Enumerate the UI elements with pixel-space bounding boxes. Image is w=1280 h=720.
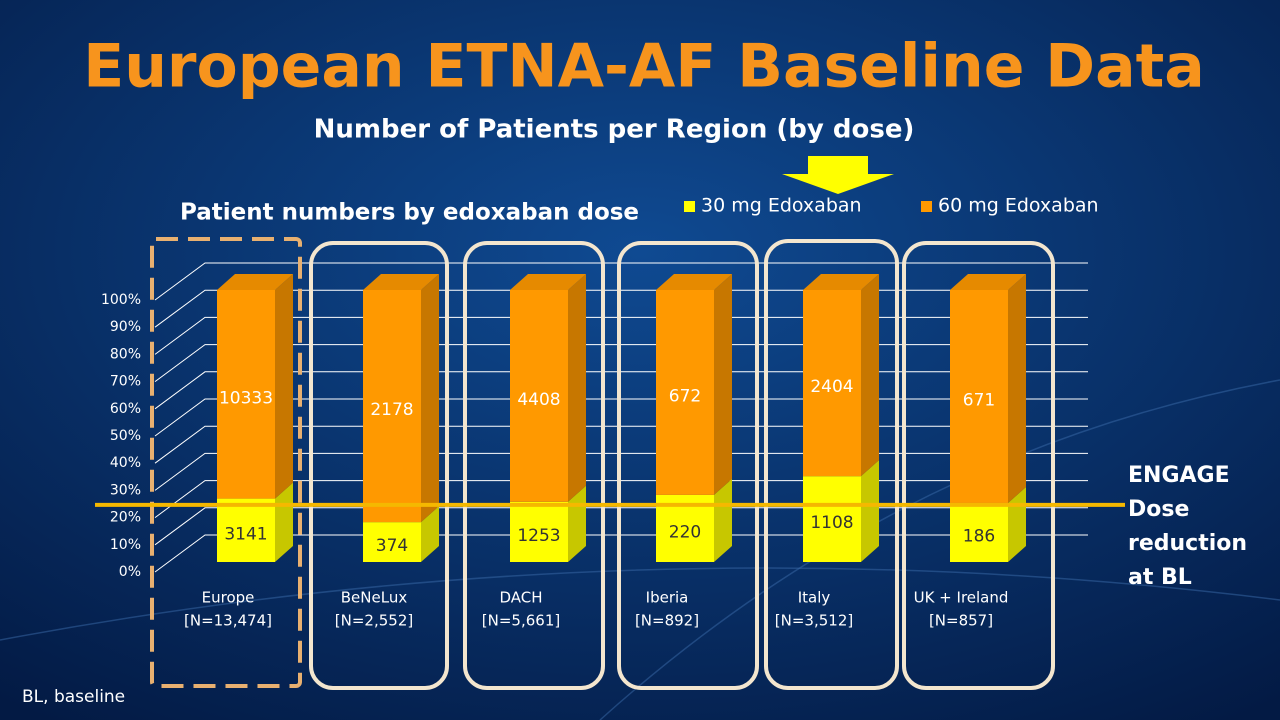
region-box xyxy=(463,241,605,690)
x-tick-sublabel: [N=5,661] xyxy=(482,612,560,630)
region-box xyxy=(617,241,759,690)
bar-top xyxy=(656,274,732,290)
region-box xyxy=(309,241,449,690)
bar-side xyxy=(275,482,293,562)
data-label: 4408 xyxy=(517,390,560,410)
region-boxes xyxy=(150,237,1055,690)
annotation: ENGAGE xyxy=(1128,463,1230,488)
annotation: at BL xyxy=(1128,565,1192,590)
bar-side xyxy=(421,274,439,523)
bar-top xyxy=(363,274,439,290)
legend-label: 30 mg Edoxaban xyxy=(701,195,862,217)
bar-side xyxy=(568,274,586,502)
bar xyxy=(803,476,861,562)
grid-line xyxy=(154,507,1088,546)
data-label: 10333 xyxy=(219,388,273,408)
grid-line xyxy=(154,371,1088,410)
x-tick-label: DACH xyxy=(499,589,542,607)
bar-top xyxy=(510,274,586,290)
region-box xyxy=(902,241,1055,690)
y-tick-label: 10% xyxy=(110,537,141,553)
y-tick-label: 90% xyxy=(110,319,141,335)
grid: 0% 10% 20% 30% 40% 50% 60% 70% 80% 90% 100% xyxy=(101,262,1088,580)
y-tick-label: 30% xyxy=(110,482,141,498)
x-tick-sublabel: [N=13,474] xyxy=(184,612,272,630)
data-label: 2404 xyxy=(810,377,853,397)
annotation: reduction xyxy=(1128,531,1247,556)
data-label: 2178 xyxy=(370,400,413,420)
x-tick-label: BeNeLux xyxy=(341,589,408,607)
grid-line xyxy=(154,316,1088,355)
bar xyxy=(950,290,1008,503)
grid-line xyxy=(154,452,1088,491)
grid-line xyxy=(154,425,1088,464)
data-label: 671 xyxy=(963,390,995,410)
bar xyxy=(510,501,568,562)
y-tick-label: 70% xyxy=(110,374,141,390)
bar-top xyxy=(803,274,879,290)
slide-title: European ETNA-AF Baseline Data xyxy=(83,32,1205,102)
chart-title: Patient numbers by edoxaban dose xyxy=(180,200,639,226)
region-box xyxy=(150,237,302,688)
bar-side xyxy=(1008,274,1026,503)
x-tick-sublabel: [N=3,512] xyxy=(775,612,853,630)
bar xyxy=(217,290,275,499)
legend-label: 60 mg Edoxaban xyxy=(938,195,1099,217)
bar xyxy=(363,290,421,523)
x-tick-sublabel: [N=892] xyxy=(635,612,699,630)
bar xyxy=(363,522,421,562)
x-tick-label: Italy xyxy=(798,589,831,607)
data-label: 374 xyxy=(376,536,408,556)
y-tick-label: 60% xyxy=(110,401,141,417)
bar xyxy=(950,502,1008,562)
bar-top xyxy=(217,274,293,290)
bar-top xyxy=(950,274,1026,290)
bar xyxy=(217,498,275,562)
data-label: 186 xyxy=(963,526,995,546)
x-tick-label: Iberia xyxy=(646,589,689,607)
bar xyxy=(510,290,568,502)
x-tick-label: Europe xyxy=(202,589,255,607)
data-label: 1253 xyxy=(517,526,560,546)
data-label: 672 xyxy=(669,386,701,406)
bar-side xyxy=(861,460,879,562)
y-tick-label: 40% xyxy=(110,455,141,471)
x-tick-sublabel: [N=2,552] xyxy=(335,612,413,630)
legend-swatch xyxy=(921,201,932,212)
data-label: 1108 xyxy=(810,513,853,533)
annotation: Dose xyxy=(1128,497,1189,522)
legend-swatch xyxy=(684,201,695,212)
data-label: 3141 xyxy=(224,524,267,544)
y-tick-label: 20% xyxy=(110,510,141,526)
bar-side xyxy=(421,506,439,562)
arrow xyxy=(782,156,894,194)
grid-line xyxy=(154,262,1088,301)
bar-side xyxy=(714,478,732,562)
bar-side xyxy=(861,274,879,477)
y-tick-label: 100% xyxy=(101,292,141,308)
grid-line xyxy=(154,344,1088,383)
x-tick-label: UK + Ireland xyxy=(914,589,1009,607)
slide-subtitle: Number of Patients per Region (by dose) xyxy=(314,115,915,145)
x-tick-sublabel: [N=857] xyxy=(929,612,993,630)
grid-line xyxy=(154,534,1088,573)
grid-line xyxy=(154,289,1088,328)
grid-line xyxy=(154,398,1088,437)
bar-side xyxy=(275,274,293,499)
bar xyxy=(803,290,861,477)
decor-curve xyxy=(0,567,1280,641)
y-tick-label: 80% xyxy=(110,346,141,362)
decor-curve xyxy=(599,379,1280,720)
bar-side xyxy=(714,274,732,495)
footnote: BL, baseline xyxy=(22,687,125,707)
region-box xyxy=(764,239,899,690)
y-tick-label: 50% xyxy=(110,428,141,444)
data-label: 220 xyxy=(669,522,701,542)
y-tick-label: 0% xyxy=(119,564,141,580)
bar xyxy=(656,290,714,495)
